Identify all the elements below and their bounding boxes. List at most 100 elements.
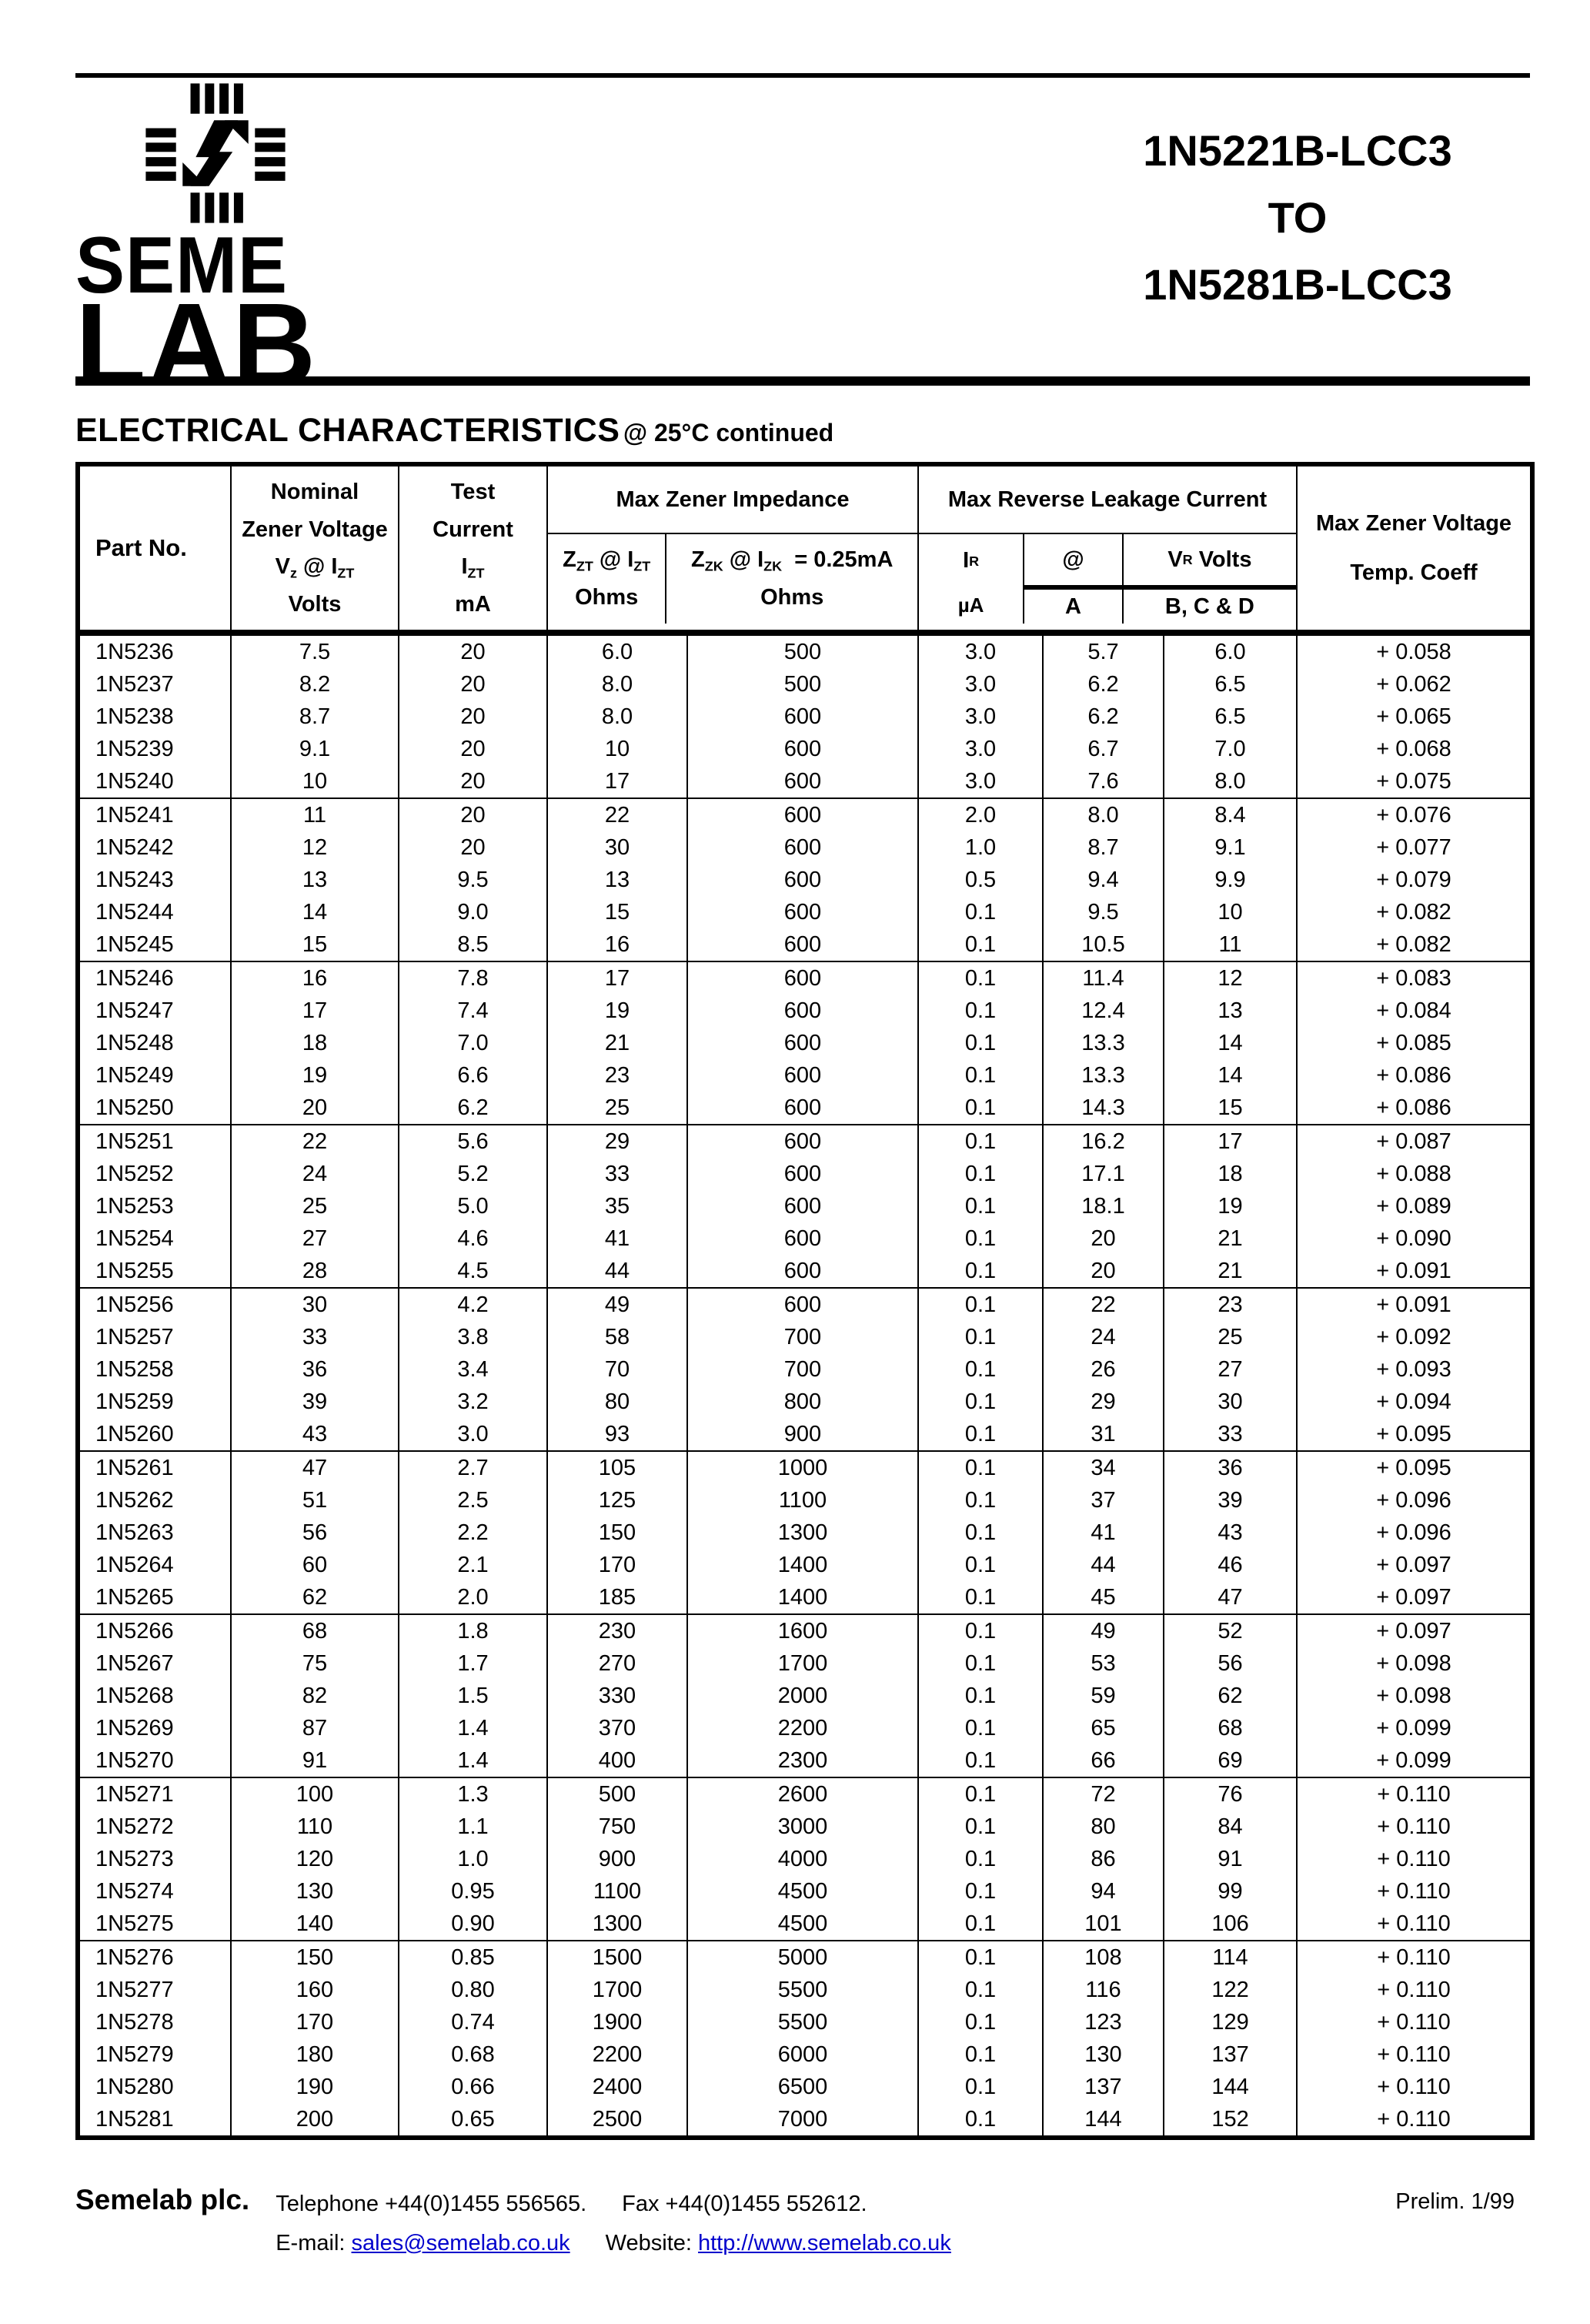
value-cell: 0.1 bbox=[917, 1287, 1043, 1321]
value-cell: 76 bbox=[1162, 1777, 1298, 1811]
value-cell: 144 bbox=[1042, 2103, 1164, 2138]
table-row: 1N5245 15 8.5 16 600 0.1 10.5 11 + 0.082 bbox=[78, 928, 1533, 961]
value-cell: 6.0 bbox=[1162, 633, 1298, 668]
value-cell: 4000 bbox=[686, 1843, 918, 1875]
value-cell: 0.1 bbox=[917, 961, 1043, 995]
part-no-cell: 1N5270 bbox=[95, 1747, 174, 1773]
table-row: 1N5268 82 1.5 330 2000 0.1 59 62 + 0.098 bbox=[78, 1680, 1533, 1712]
table-row: 1N5255 28 4.5 44 600 0.1 20 21 + 0.091 bbox=[78, 1255, 1533, 1288]
value-cell: 600 bbox=[686, 864, 918, 896]
website-link[interactable]: http://www.semelab.co.uk bbox=[698, 2230, 951, 2255]
value-cell: 750 bbox=[546, 1811, 687, 1843]
part-no-cell: 1N5246 bbox=[78, 961, 231, 995]
value-cell: 0.95 bbox=[398, 1875, 547, 1908]
value-cell: 1.3 bbox=[398, 1777, 547, 1811]
value-cell: + 0.098 bbox=[1296, 1647, 1533, 1680]
table-head: Part No. Nominal Zener Voltage Vz @ IZT … bbox=[78, 464, 1533, 633]
value-cell: 13.3 bbox=[1042, 1027, 1164, 1059]
part-no-cell: 1N5251 bbox=[78, 1124, 231, 1158]
value-cell: 106 bbox=[1162, 1908, 1298, 1941]
part-no-cell: 1N5255 bbox=[95, 1258, 174, 1283]
email-link[interactable]: sales@semelab.co.uk bbox=[351, 2230, 570, 2255]
value-cell: 19 bbox=[1162, 1190, 1298, 1222]
value-cell: 25 bbox=[1162, 1321, 1298, 1353]
value-cell: 116 bbox=[1042, 1974, 1164, 2006]
value-cell: 0.1 bbox=[917, 1744, 1043, 1777]
value-cell: 39 bbox=[1162, 1484, 1298, 1516]
value-cell: 22 bbox=[546, 798, 687, 831]
value-cell: 49 bbox=[546, 1287, 687, 1321]
value-cell: 600 bbox=[686, 1027, 918, 1059]
value-cell: 0.1 bbox=[917, 1092, 1043, 1125]
value-cell: 80 bbox=[1042, 1811, 1164, 1843]
value-cell: 6.5 bbox=[1162, 668, 1298, 701]
telephone-text: Telephone +44(0)1455 556565. bbox=[276, 2192, 587, 2216]
value-cell: 19 bbox=[230, 1059, 399, 1092]
value-cell: 0.80 bbox=[398, 1974, 547, 2006]
value-cell: + 0.110 bbox=[1296, 2038, 1533, 2071]
table-row: 1N5242 12 20 30 600 1.0 8.7 9.1 + 0.077 bbox=[78, 831, 1533, 864]
value-cell: 0.1 bbox=[917, 2006, 1043, 2038]
value-cell: 400 bbox=[546, 1744, 687, 1777]
table-row: 1N5259 39 3.2 80 800 0.1 29 30 + 0.094 bbox=[78, 1386, 1533, 1418]
value-cell: 24 bbox=[230, 1158, 399, 1190]
value-cell: 0.1 bbox=[917, 2038, 1043, 2071]
part-no-cell: 1N5280 bbox=[95, 2074, 174, 2099]
value-cell: 12.4 bbox=[1042, 995, 1164, 1027]
value-cell: + 0.086 bbox=[1296, 1059, 1533, 1092]
value-cell: + 0.110 bbox=[1296, 2103, 1533, 2138]
value-cell: 0.1 bbox=[917, 1843, 1043, 1875]
value-cell: + 0.110 bbox=[1296, 1940, 1533, 1974]
value-cell: 8.7 bbox=[230, 701, 399, 733]
value-cell: 600 bbox=[686, 1255, 918, 1288]
value-cell: 87 bbox=[230, 1712, 399, 1744]
contact-info: Telephone +44(0)1455 556565. Fax +44(0)14… bbox=[276, 2185, 951, 2263]
value-cell: 14 bbox=[1162, 1059, 1298, 1092]
value-cell: 9.5 bbox=[398, 864, 547, 896]
value-cell: 10 bbox=[546, 733, 687, 765]
value-cell: 20 bbox=[398, 765, 547, 798]
value-cell: 3.0 bbox=[917, 701, 1043, 733]
value-cell: 122 bbox=[1162, 1974, 1298, 2006]
part-no-cell: 1N5249 bbox=[95, 1062, 174, 1088]
value-cell: 20 bbox=[398, 701, 547, 733]
value-cell: 0.1 bbox=[917, 1581, 1043, 1614]
value-cell: 80 bbox=[546, 1386, 687, 1418]
value-cell: 62 bbox=[230, 1581, 399, 1614]
table-row: 1N5247 17 7.4 19 600 0.1 12.4 13 + 0.084 bbox=[78, 995, 1533, 1027]
value-cell: 600 bbox=[686, 1287, 918, 1321]
table-row: 1N5261 47 2.7 105 1000 0.1 34 36 + 0.095 bbox=[78, 1450, 1533, 1484]
value-cell: 25 bbox=[546, 1092, 687, 1125]
value-cell: 9.9 bbox=[1162, 864, 1298, 896]
value-cell: 6500 bbox=[686, 2071, 918, 2103]
part-no-cell: 1N5252 bbox=[95, 1161, 174, 1186]
table-row: 1N5257 33 3.8 58 700 0.1 24 25 + 0.092 bbox=[78, 1321, 1533, 1353]
value-cell: 1300 bbox=[546, 1908, 687, 1941]
value-cell: 82 bbox=[230, 1680, 399, 1712]
value-cell: 600 bbox=[686, 831, 918, 864]
part-no-cell: 1N5276 bbox=[78, 1940, 231, 1974]
value-cell: 0.1 bbox=[917, 1777, 1043, 1811]
value-cell: 1700 bbox=[546, 1974, 687, 2006]
value-cell: 21 bbox=[1162, 1222, 1298, 1255]
value-cell: + 0.110 bbox=[1296, 1875, 1533, 1908]
value-cell: 20 bbox=[398, 798, 547, 831]
value-cell: 5500 bbox=[686, 2006, 918, 2038]
value-cell: 150 bbox=[546, 1516, 687, 1549]
revision-note: Prelim. 1/99 bbox=[1395, 2189, 1515, 2214]
table-row: 1N5277 160 0.80 1700 5500 0.1 116 122 + 0.110 bbox=[78, 1974, 1533, 2006]
value-cell: 27 bbox=[230, 1222, 399, 1255]
value-cell: 600 bbox=[686, 1190, 918, 1222]
value-cell: 60 bbox=[230, 1549, 399, 1581]
logo-text-seme: SEME bbox=[75, 221, 289, 310]
value-cell: 30 bbox=[230, 1287, 399, 1321]
value-cell: 2500 bbox=[546, 2103, 687, 2138]
value-cell: 43 bbox=[230, 1418, 399, 1451]
title-line-2: TO bbox=[1268, 192, 1328, 242]
value-cell: 7.0 bbox=[398, 1027, 547, 1059]
table-row: 1N5271 100 1.3 500 2600 0.1 72 76 + 0.110 bbox=[78, 1777, 1533, 1811]
page-header: SEME LAB 1N5221B-LCC3 TO 1N5281B-LCC3 bbox=[0, 78, 1590, 403]
value-cell: 56 bbox=[230, 1516, 399, 1549]
value-cell: 0.1 bbox=[917, 1450, 1043, 1484]
value-cell: 45 bbox=[1042, 1581, 1164, 1614]
